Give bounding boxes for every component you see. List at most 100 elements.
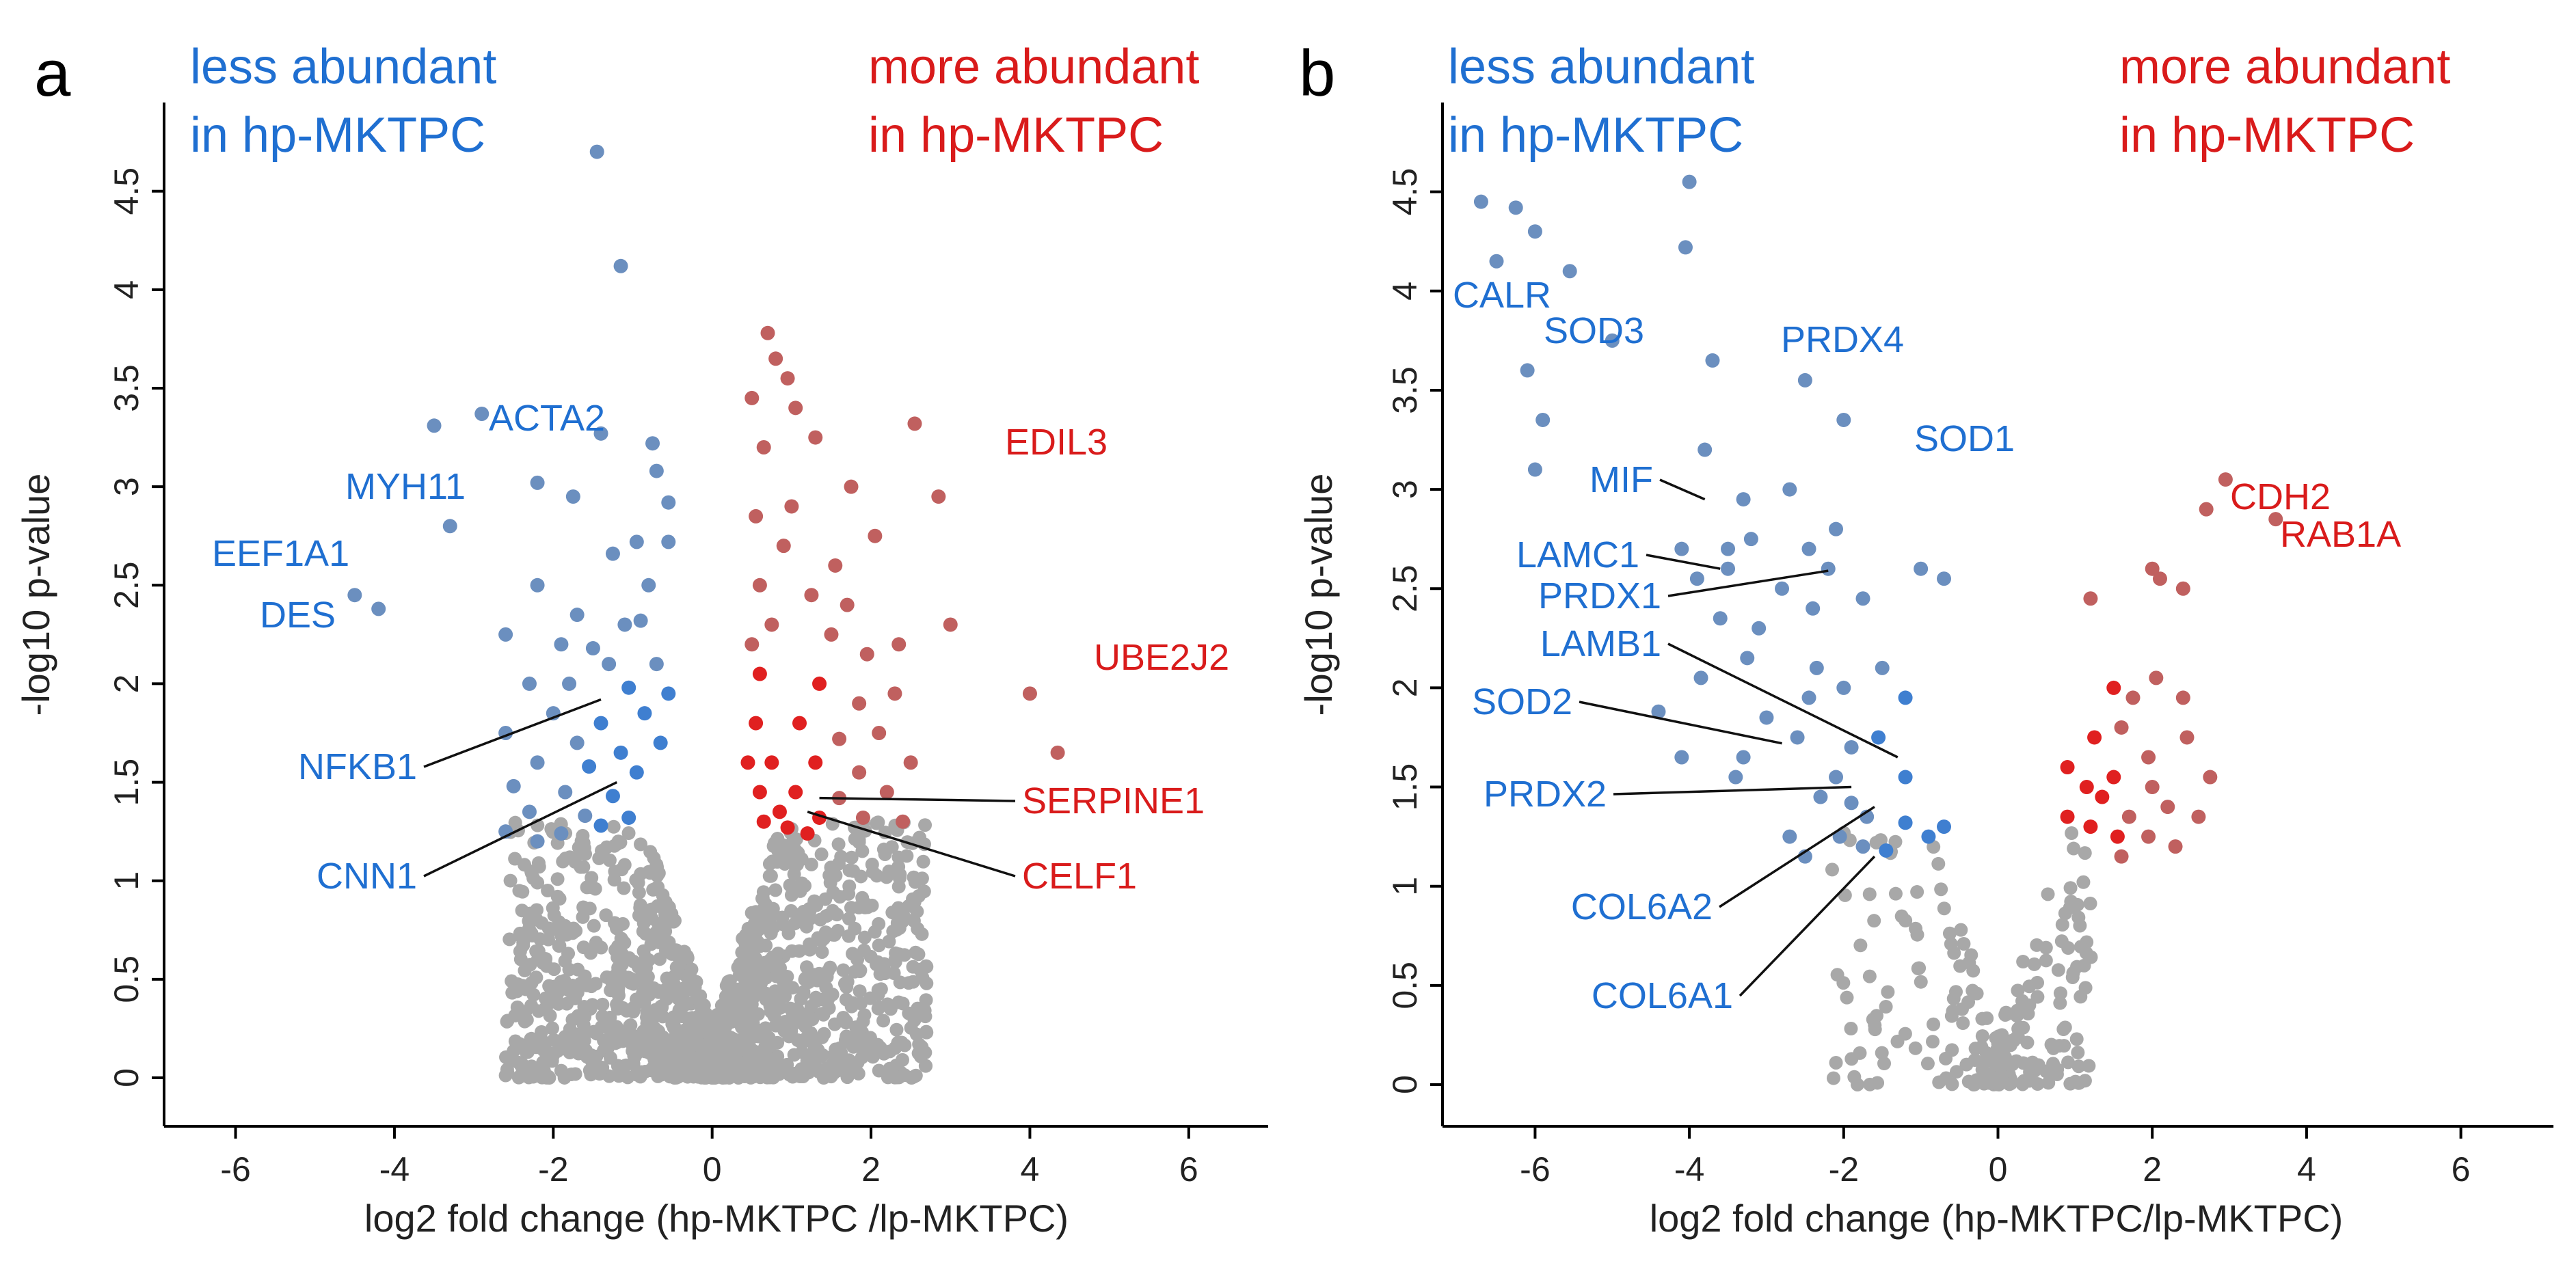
panel-a-leader-celf1 [807, 811, 1016, 878]
panel-a-ytick-label: 3.5 [107, 364, 146, 412]
panel-b-down-point [1752, 621, 1767, 636]
panel-a-ns-point [821, 964, 835, 979]
panel-b-down-point [1813, 789, 1828, 804]
panel-a-ns-point [768, 883, 783, 897]
panel-a-ns-point [611, 961, 626, 975]
panel-a-ns-point [911, 1001, 925, 1016]
panel-a-ns-point [685, 1027, 699, 1041]
panel-a-ns-point [511, 1070, 526, 1085]
panel-b-up-point [2083, 591, 2098, 606]
panel-b-gene-label-prdx2: PRDX2 [1484, 774, 1607, 815]
panel-a-ns-point [680, 951, 695, 965]
panel-a-ns-point [652, 1067, 666, 1081]
panel-b-ns-point [1966, 964, 1981, 978]
panel-b-down-point [1489, 254, 1504, 269]
panel-b-down-point [1855, 591, 1870, 606]
panel-a-ns-point [793, 1070, 807, 1084]
panel-b-ns-point [2020, 1035, 2035, 1050]
panel-a-ns-point [814, 934, 829, 948]
panel-a-leader-cnn1 [423, 781, 618, 878]
panel-b-down-point [1809, 660, 1824, 675]
panel-b-up-point [2114, 849, 2129, 864]
panel-a-ns-point [826, 885, 840, 899]
panel-b-ns-point [1991, 1029, 2006, 1044]
panel-a-ns-point [524, 1032, 538, 1046]
panel-a-ns-point [532, 860, 546, 874]
panel-b-ns-point [1942, 926, 1957, 940]
panel-b-ns-point [2041, 887, 2055, 901]
panel-a-up-point [772, 804, 787, 819]
panel-b-ns-point [1975, 1011, 1989, 1026]
panel-a-up-point [943, 617, 958, 632]
panel-b-leader-prdx1 [1667, 569, 1829, 597]
panel-b-down-point [1713, 611, 1728, 626]
panel-a-ns-point [874, 982, 888, 996]
panel-b-ns-point [1870, 1009, 1884, 1023]
panel-b-ns-point [1875, 1046, 1889, 1060]
panel-a-up-point [804, 588, 819, 603]
panel-a-down-point [593, 818, 608, 833]
panel-b-ns-point [2025, 1055, 2039, 1070]
panel-a-xtick-label: 2 [861, 1150, 881, 1189]
panel-a-ns-point [831, 837, 846, 852]
panel-b-ns-point [2078, 981, 2093, 995]
panel-b-xtick-label: -4 [1674, 1150, 1704, 1189]
panel-a-ns-point [652, 985, 666, 999]
panel-a-ns-point [846, 947, 860, 961]
panel-a-up-point [879, 785, 894, 800]
panel-b-down-point [1801, 690, 1816, 705]
panel-a-ytick-label: 2.5 [107, 562, 146, 610]
panel-b-ns-point [1968, 1053, 1982, 1068]
panel-a-up-point [832, 731, 847, 746]
panel-b-up-point [2106, 680, 2121, 695]
panel-a-down-point [629, 765, 644, 780]
panel-b-ns-point [1840, 990, 1854, 1005]
panel-a-down-point [474, 406, 489, 421]
panel-b-ns-point [2002, 1077, 2017, 1091]
panel-b-leaders [1579, 478, 1899, 997]
panel-a-ns-point [891, 850, 906, 865]
panel-b-ns-point [1870, 1076, 1885, 1090]
panel-a-header-right-line1: more abundant [868, 40, 1199, 94]
panel-b-ns-point [2030, 975, 2045, 990]
panel-b-up-point [2191, 809, 2206, 824]
panel-b-ns-point [2082, 1059, 2096, 1073]
panel-b-ns-point [1998, 1007, 2013, 1022]
panel-a-up-point [788, 400, 803, 416]
panel-a-ns-point [558, 1029, 572, 1044]
panel-a-ns-point [584, 1048, 598, 1062]
panel-b-down-point [1914, 561, 1929, 576]
panel-b-up-point [2106, 770, 2121, 785]
panel-a-ns-point [576, 900, 591, 914]
panel-a-up-point [887, 686, 902, 701]
panel-a-down-point [617, 617, 632, 632]
panel-a-up-point [808, 430, 823, 445]
panel-b-ns-point [2054, 934, 2069, 949]
panel-a-ns-point [863, 1031, 877, 1045]
panel-b-down-point [1605, 333, 1620, 348]
panel-b-up-point [2218, 472, 2233, 487]
panel-a-ns-point [822, 1001, 836, 1016]
panel-a-ns-point [510, 984, 524, 999]
panel-a-down-point [562, 676, 577, 691]
panel-a-ns-point [617, 881, 631, 895]
panel-a-up-point [756, 439, 771, 454]
panel-a-ns-point [656, 1047, 670, 1061]
panel-a-up-point [792, 716, 807, 731]
panel-b-ytick-label: 4 [1386, 282, 1424, 301]
panel-a-ns-point [525, 1064, 539, 1078]
panel-b-up-point [2141, 829, 2156, 844]
panel-a-down-point [530, 755, 545, 770]
panel-a-ns-point [863, 949, 878, 964]
panel-a-ns-point [807, 1045, 822, 1059]
panel-a-ytick-label: 4 [107, 280, 146, 299]
panel-a-ns-point [744, 960, 758, 974]
panel-a-down-point [585, 641, 600, 656]
panel-b-down-point [1898, 815, 1913, 830]
panel-a-ns-point [849, 1020, 863, 1035]
panel-a-ns-point [621, 826, 636, 841]
panel-b-down-point [1698, 442, 1713, 457]
panel-a-ns-point [564, 1067, 578, 1081]
panel-a-ns-point [879, 870, 894, 884]
panel-a-ns-point [565, 1013, 580, 1027]
